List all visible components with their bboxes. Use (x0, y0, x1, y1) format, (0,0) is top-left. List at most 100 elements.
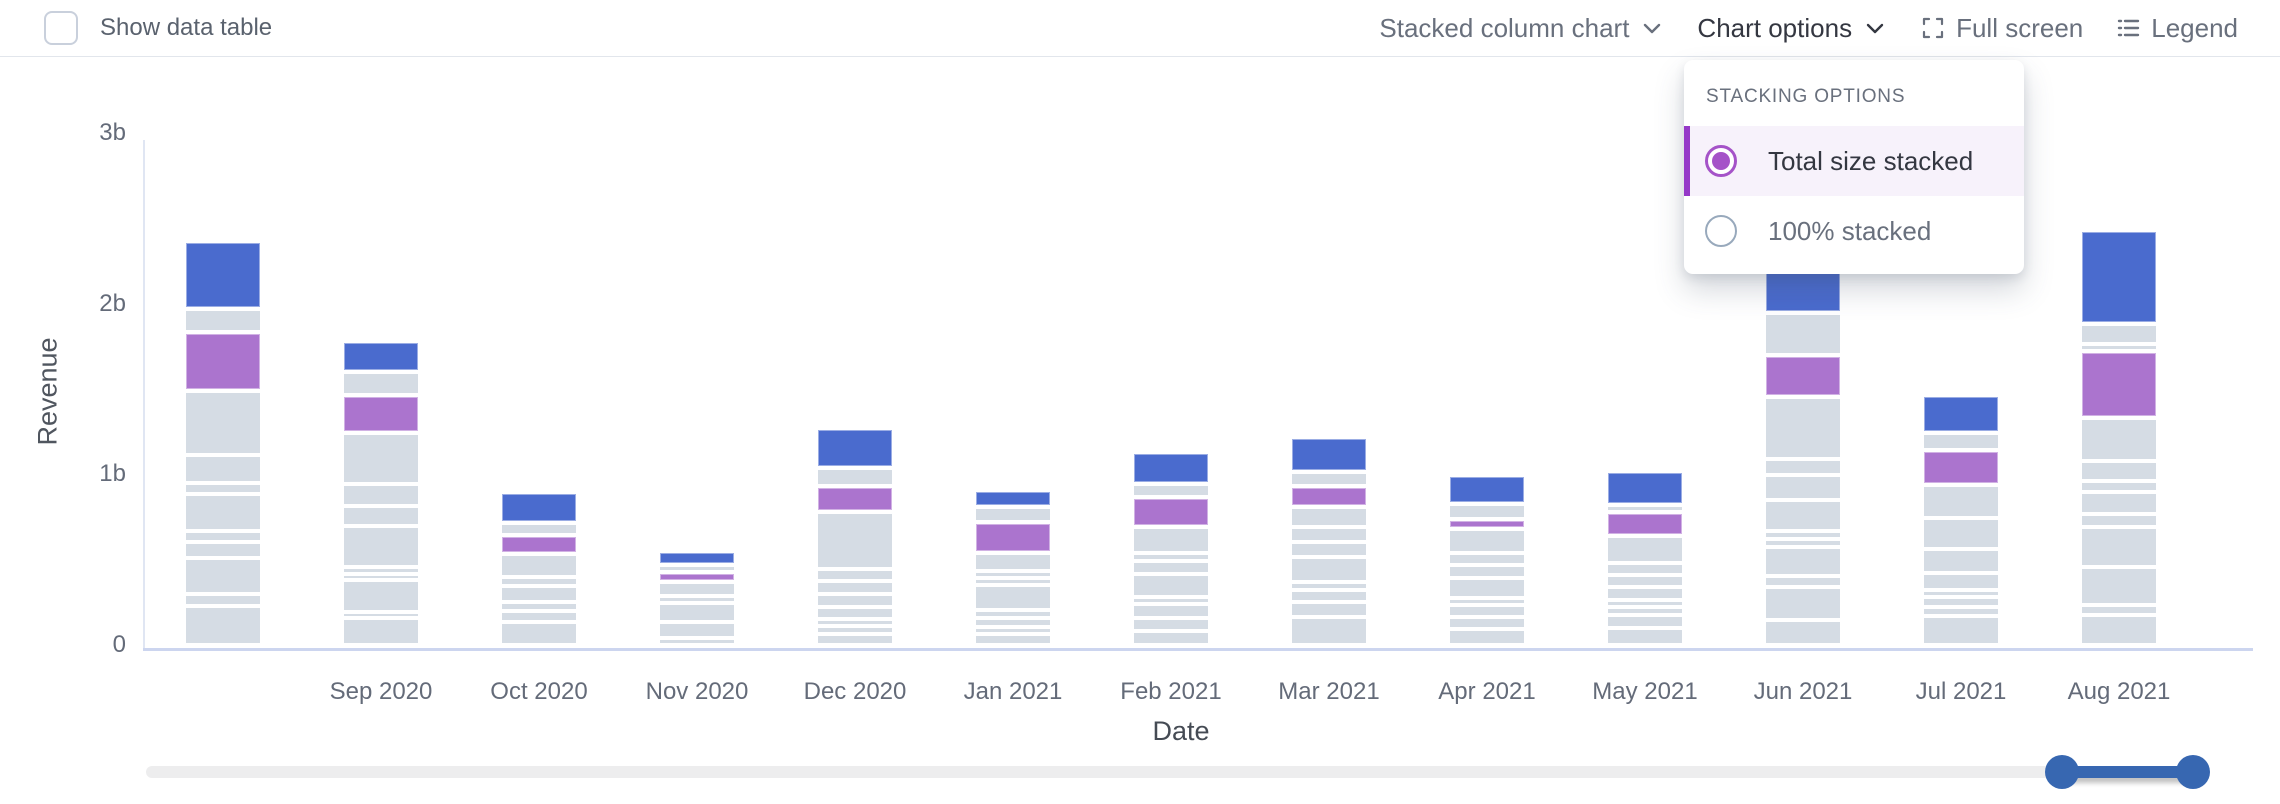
bar-segment-gray[interactable] (1134, 606, 1208, 616)
bar-segment-purple[interactable] (660, 574, 734, 580)
bar-segment-gray[interactable] (818, 571, 892, 579)
bar-segment-gray[interactable] (2082, 529, 2156, 565)
bar-segment-gray[interactable] (186, 533, 260, 540)
bar-segment-gray[interactable] (1924, 592, 1998, 595)
bar-segment-purple[interactable] (818, 488, 892, 510)
bar-segment-gray[interactable] (1292, 619, 1366, 643)
bar-segment-blue[interactable] (1608, 473, 1682, 503)
bar-segment-gray[interactable] (1608, 507, 1682, 510)
bar-segment-blue[interactable] (1292, 439, 1366, 470)
bar-segment-gray[interactable] (1292, 544, 1366, 555)
stacked-bar[interactable] (976, 492, 1050, 643)
bar-segment-purple[interactable] (976, 524, 1050, 551)
bar-segment-gray[interactable] (1292, 509, 1366, 525)
bar-segment-gray[interactable] (344, 576, 418, 578)
bar-segment-gray[interactable] (186, 596, 260, 604)
bar-segment-gray[interactable] (1292, 474, 1366, 484)
bar-segment-gray[interactable] (1450, 506, 1524, 517)
stacked-bar[interactable] (2082, 232, 2156, 643)
full-screen-button[interactable]: Full screen (1920, 13, 2083, 44)
bar-segment-gray[interactable] (660, 624, 734, 636)
bar-segment-gray[interactable] (1924, 520, 1998, 547)
bar-segment-gray[interactable] (976, 555, 1050, 569)
bar-segment-blue[interactable] (2082, 232, 2156, 322)
bar-segment-gray[interactable] (976, 620, 1050, 625)
range-handle-right[interactable] (2176, 755, 2210, 789)
bar-segment-purple[interactable] (1608, 514, 1682, 534)
time-range-slider-track[interactable] (146, 766, 2210, 778)
bar-segment-gray[interactable] (186, 608, 260, 643)
bar-segment-gray[interactable] (1766, 502, 1840, 529)
bar-segment-purple[interactable] (2082, 353, 2156, 416)
bar-segment-gray[interactable] (502, 604, 576, 609)
bar-segment-gray[interactable] (818, 514, 892, 567)
bar-segment-purple[interactable] (1450, 521, 1524, 527)
bar-segment-gray[interactable] (186, 311, 260, 330)
bar-segment-gray[interactable] (976, 612, 1050, 616)
bar-segment-gray[interactable] (2082, 617, 2156, 643)
bar-segment-gray[interactable] (2082, 483, 2156, 490)
bar-segment-blue[interactable] (976, 492, 1050, 505)
stacked-bar[interactable] (1766, 270, 1840, 643)
bar-segment-purple[interactable] (186, 334, 260, 389)
bar-segment-gray[interactable] (1924, 575, 1998, 588)
bar-segment-gray[interactable] (2082, 346, 2156, 349)
bar-segment-purple[interactable] (344, 397, 418, 431)
bar-segment-gray[interactable] (1292, 584, 1366, 588)
bar-segment-gray[interactable] (2082, 494, 2156, 512)
bar-segment-gray[interactable] (2082, 516, 2156, 525)
bar-segment-gray[interactable] (818, 609, 892, 617)
legend-button[interactable]: Legend (2115, 13, 2238, 44)
bar-segment-blue[interactable] (818, 430, 892, 466)
bar-segment-purple[interactable] (1924, 452, 1998, 483)
bar-segment-gray[interactable] (2082, 463, 2156, 479)
bar-segment-gray[interactable] (1766, 578, 1840, 585)
bar-segment-gray[interactable] (660, 567, 734, 570)
bar-segment-gray[interactable] (1134, 576, 1208, 595)
stacked-bar[interactable] (1292, 439, 1366, 643)
bar-segment-gray[interactable] (344, 486, 418, 504)
bar-segment-gray[interactable] (1766, 461, 1840, 473)
bar-segment-gray[interactable] (1134, 599, 1208, 602)
chart-options-dropdown[interactable]: Chart options (1697, 13, 1888, 44)
bar-segment-gray[interactable] (1450, 580, 1524, 596)
bar-segment-gray[interactable] (1292, 592, 1366, 600)
bar-segment-blue[interactable] (660, 553, 734, 563)
bar-segment-blue[interactable] (344, 343, 418, 370)
bar-segment-gray[interactable] (976, 573, 1050, 576)
bar-segment-gray[interactable] (502, 525, 576, 533)
bar-segment-gray[interactable] (1766, 589, 1840, 618)
bar-segment-gray[interactable] (1924, 551, 1998, 571)
bar-segment-gray[interactable] (2082, 326, 2156, 342)
bar-segment-gray[interactable] (2082, 607, 2156, 613)
bar-segment-gray[interactable] (502, 624, 576, 643)
bar-segment-gray[interactable] (1924, 618, 1998, 643)
show-data-table-checkbox[interactable] (44, 11, 78, 45)
bar-segment-gray[interactable] (1766, 399, 1840, 457)
bar-segment-gray[interactable] (186, 457, 260, 481)
bar-segment-gray[interactable] (660, 640, 734, 643)
bar-segment-gray[interactable] (818, 628, 892, 632)
bar-segment-gray[interactable] (1766, 533, 1840, 537)
option-100-stacked[interactable]: 100% stacked (1684, 196, 2024, 266)
bar-segment-gray[interactable] (1924, 609, 1998, 614)
stacked-bar[interactable] (502, 494, 576, 643)
bar-segment-gray[interactable] (976, 509, 1050, 520)
bar-segment-blue[interactable] (186, 243, 260, 307)
stacked-bar[interactable] (344, 343, 418, 643)
bar-segment-gray[interactable] (660, 584, 734, 594)
bar-segment-gray[interactable] (1450, 631, 1524, 643)
bar-segment-gray[interactable] (1450, 531, 1524, 551)
bar-segment-gray[interactable] (502, 579, 576, 584)
bar-segment-gray[interactable] (1134, 529, 1208, 551)
bar-segment-purple[interactable] (1134, 499, 1208, 525)
bar-segment-gray[interactable] (1292, 529, 1366, 540)
stacked-bar[interactable] (818, 430, 892, 643)
bar-segment-gray[interactable] (2082, 420, 2156, 459)
bar-segment-blue[interactable] (1924, 397, 1998, 431)
bar-segment-gray[interactable] (818, 621, 892, 624)
bar-segment-gray[interactable] (344, 614, 418, 616)
bar-segment-gray[interactable] (1766, 541, 1840, 545)
bar-segment-gray[interactable] (1608, 630, 1682, 643)
bar-segment-gray[interactable] (1766, 477, 1840, 498)
